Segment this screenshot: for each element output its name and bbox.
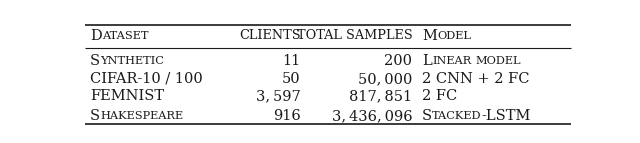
- Text: 50, 000: 50, 000: [358, 72, 412, 86]
- Text: S: S: [422, 109, 433, 123]
- Text: 11: 11: [282, 54, 301, 68]
- Text: YNTHETIC: YNTHETIC: [100, 56, 164, 66]
- Text: 200: 200: [384, 54, 412, 68]
- Text: 817, 851: 817, 851: [349, 89, 412, 103]
- Text: TOTAL SAMPLES: TOTAL SAMPLES: [296, 29, 412, 42]
- Text: -LSTM: -LSTM: [482, 109, 531, 123]
- Text: CIFAR-10 / 100: CIFAR-10 / 100: [90, 72, 203, 86]
- Text: MODEL: MODEL: [476, 56, 522, 66]
- Text: 916: 916: [273, 109, 301, 123]
- Text: ATASET: ATASET: [102, 31, 148, 41]
- Text: HAKESPEARE: HAKESPEARE: [100, 111, 183, 121]
- Text: D: D: [90, 29, 102, 43]
- Text: TACKED: TACKED: [433, 111, 482, 121]
- Text: L: L: [422, 54, 432, 68]
- Text: ODEL: ODEL: [437, 31, 471, 41]
- Text: S: S: [90, 54, 100, 68]
- Text: 3, 597: 3, 597: [256, 89, 301, 103]
- Text: 50: 50: [282, 72, 301, 86]
- Text: 2 FC: 2 FC: [422, 89, 458, 103]
- Text: S: S: [90, 109, 100, 123]
- Text: 3, 436, 096: 3, 436, 096: [332, 109, 412, 123]
- Text: CLIENTS: CLIENTS: [239, 29, 301, 42]
- Text: INEAR: INEAR: [432, 56, 471, 66]
- Text: 2 CNN + 2 FC: 2 CNN + 2 FC: [422, 72, 530, 86]
- Text: FEMNIST: FEMNIST: [90, 89, 164, 103]
- Text: M: M: [422, 29, 437, 43]
